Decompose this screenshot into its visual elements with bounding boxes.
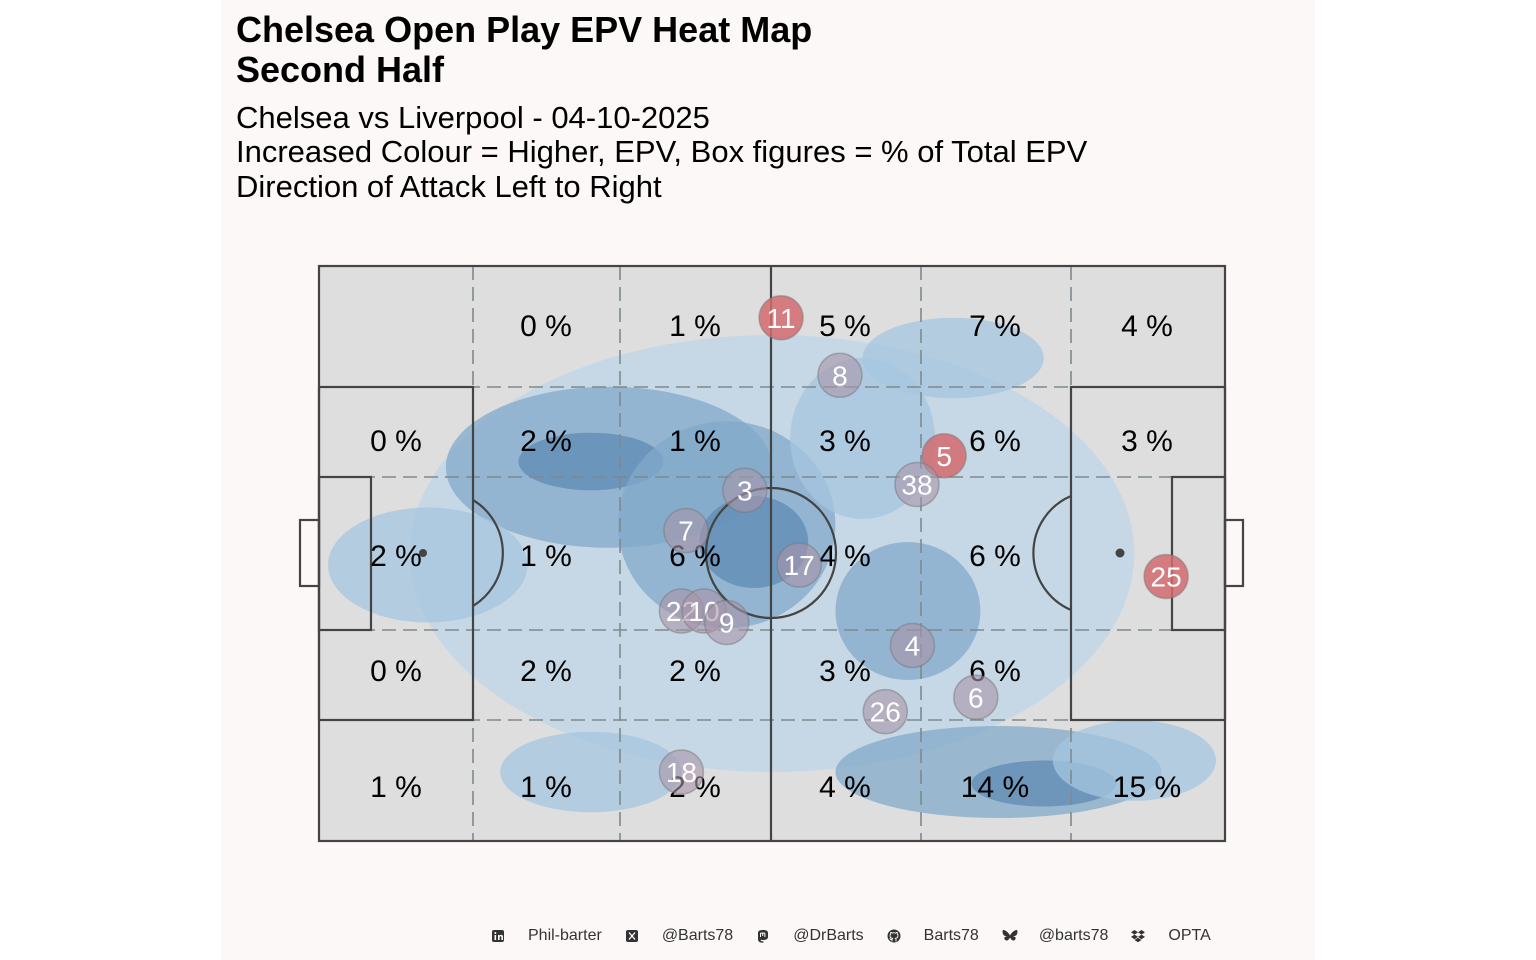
zone-label-r1-c3: 3 %	[819, 425, 871, 458]
player-number-7: 7	[678, 516, 694, 547]
dropbox-icon	[1130, 928, 1146, 944]
zone-label-r0-c4: 7 %	[969, 310, 1021, 343]
zone-label-r0-c2: 1 %	[669, 310, 721, 343]
footer-text-x: @Barts78	[661, 927, 734, 944]
chart-title-line2: Second Half	[236, 49, 445, 90]
player-marker-17	[776, 542, 822, 588]
density-region-9	[500, 731, 682, 813]
zone-label-r3-c2: 2 %	[669, 655, 721, 688]
player-number-38: 38	[901, 470, 932, 501]
player-marker-3	[722, 467, 768, 513]
zone-label-r0-c5: 4 %	[1121, 310, 1173, 343]
player-number-17: 17	[784, 550, 815, 581]
centre-circle	[704, 486, 838, 620]
player-marker-5	[921, 433, 967, 479]
left-penalty-arc	[472, 499, 504, 607]
footer-text-github: Barts78	[923, 927, 979, 944]
zone-label-r2-c3: 4 %	[819, 540, 871, 573]
zone-label-r3-c0: 0 %	[370, 655, 422, 688]
footer-item-x: @Barts78	[624, 927, 755, 945]
footer-item-github: Barts78	[886, 927, 1001, 945]
right-penalty-spot	[1115, 548, 1125, 558]
bluesky-icon	[1001, 928, 1018, 944]
zone-label-r1-c5: 3 %	[1121, 425, 1173, 458]
player-number-26: 26	[870, 697, 901, 728]
chart-subtitle-line1: Chelsea vs Liverpool - 04-10-2025	[236, 100, 710, 135]
player-number-4: 4	[905, 631, 921, 662]
player-marker-6	[953, 674, 999, 720]
density-region-11	[1052, 720, 1216, 801]
player-number-5: 5	[936, 441, 952, 472]
linkedin-icon	[490, 928, 506, 944]
zone-label-r2-c1: 1 %	[520, 540, 572, 573]
zone-label-r4-c4: 14 %	[961, 771, 1029, 804]
right-goal	[1223, 518, 1245, 588]
player-number-6: 6	[968, 682, 984, 713]
zone-label-r2-c0: 2 %	[370, 540, 422, 573]
player-marker-7	[663, 507, 709, 554]
density-region-12	[862, 317, 1044, 399]
x-icon	[624, 928, 640, 944]
player-number-8: 8	[832, 360, 848, 391]
chart-subtitle-line2: Increased Colour = Higher, EPV, Box figu…	[236, 134, 1088, 169]
player-number-18: 18	[666, 757, 697, 788]
player-marker-38	[894, 461, 940, 508]
footer-text-dropbox: OPTA	[1168, 927, 1211, 944]
player-marker-4	[889, 622, 936, 669]
zone-label-r1-c0: 0 %	[370, 425, 422, 458]
player-marker-18	[658, 749, 705, 795]
player-marker-25	[1143, 553, 1189, 600]
footer-item-bluesky: @barts78	[1001, 927, 1131, 945]
chart-subtitle-line3: Direction of Attack Left to Right	[236, 169, 662, 204]
zone-label-r0-c3: 5 %	[819, 310, 871, 343]
left-goal	[298, 518, 321, 588]
footer-item-linkedin: Phil-barter	[490, 927, 624, 945]
zone-label-r1-c4: 6 %	[969, 425, 1021, 458]
zone-label-r2-c4: 6 %	[969, 540, 1021, 573]
player-marker-26	[862, 688, 908, 735]
zone-label-r3-c1: 2 %	[520, 655, 572, 688]
zone-label-r1-c1: 2 %	[520, 425, 572, 458]
chart-title-line1: Chelsea Open Play EPV Heat Map	[236, 9, 813, 50]
player-marker-8	[817, 352, 863, 398]
player-marker-11	[758, 295, 804, 341]
player-marker-9	[703, 599, 750, 646]
footer-credits: Phil-barter @Barts78 @DrBarts Barts78 @b…	[490, 923, 1233, 949]
mastodon-icon	[755, 928, 771, 944]
zone-label-r1-c2: 1 %	[669, 425, 721, 458]
footer-text-bluesky: @barts78	[1038, 927, 1109, 944]
zone-label-r4-c0: 1 %	[370, 771, 422, 804]
right-penalty-arc	[1032, 494, 1072, 612]
player-number-11: 11	[767, 303, 796, 334]
zone-label-r0-c1: 0 %	[520, 310, 572, 343]
footer-text-mastodon: @DrBarts	[793, 927, 864, 944]
density-region-2	[518, 432, 664, 491]
player-number-25: 25	[1151, 562, 1182, 593]
density-region-6	[835, 542, 981, 680]
zone-label-r4-c5: 15 %	[1113, 771, 1181, 804]
player-number-9: 9	[719, 608, 735, 639]
footer-item-dropbox: OPTA	[1130, 927, 1232, 945]
zone-label-r4-c1: 1 %	[520, 771, 572, 804]
density-region-10	[328, 507, 528, 623]
zone-label-r4-c3: 4 %	[819, 771, 871, 804]
left-penalty-spot	[419, 549, 427, 557]
footer-item-mastodon: @DrBarts	[755, 927, 885, 945]
zone-label-r3-c3: 3 %	[819, 655, 871, 688]
github-icon	[886, 928, 902, 944]
footer-text-linkedin: Phil-barter	[528, 927, 602, 944]
player-number-3: 3	[737, 475, 753, 506]
